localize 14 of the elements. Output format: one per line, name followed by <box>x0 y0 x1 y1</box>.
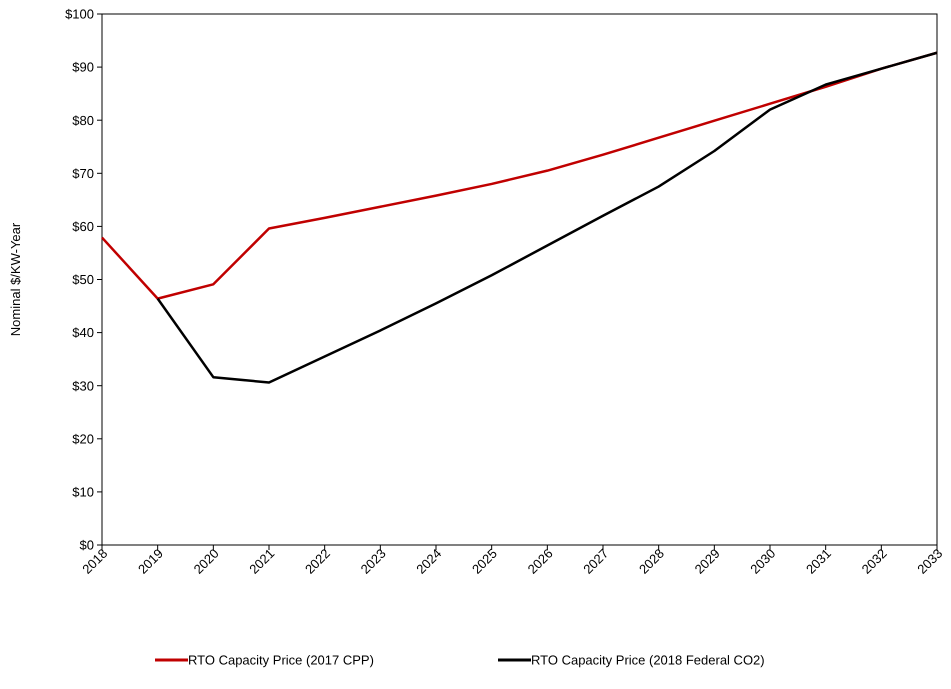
y-tick-label: $90 <box>72 60 94 75</box>
y-tick-label: $100 <box>65 6 94 22</box>
y-tick-label: $60 <box>72 218 94 234</box>
y-tick-label: $0 <box>80 538 94 553</box>
y-tick-label: $40 <box>72 325 94 340</box>
y-tick-label: $70 <box>72 166 94 181</box>
y-tick-label: $30 <box>72 378 94 394</box>
y-axis-title: Nominal $/KW-Year <box>8 222 23 336</box>
legend-label: RTO Capacity Price (2018 Federal CO2) <box>531 652 765 668</box>
y-tick-label: $20 <box>72 431 94 446</box>
legend-label: RTO Capacity Price (2017 CPP) <box>188 652 374 668</box>
y-tick-label: $80 <box>72 112 94 128</box>
y-tick-label: $10 <box>72 484 94 500</box>
y-tick-label: $50 <box>72 272 94 288</box>
